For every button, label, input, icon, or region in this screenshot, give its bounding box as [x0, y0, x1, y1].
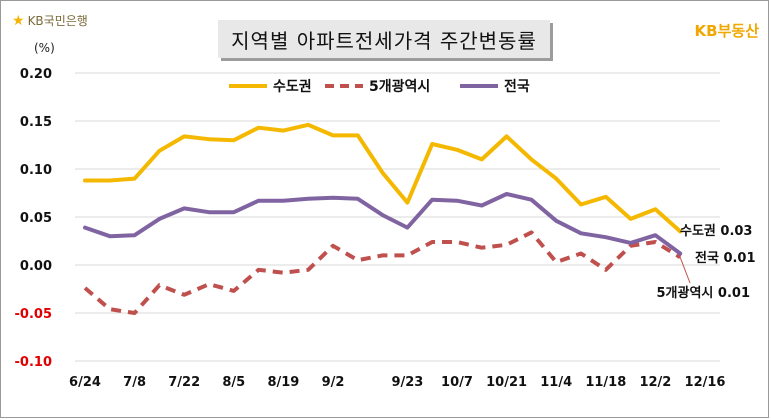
- x-tick-label: 10/7: [441, 375, 473, 390]
- end-label: 수도권 0.03: [680, 224, 752, 239]
- kb-bank-logo: ★ KB국민은행: [12, 12, 88, 29]
- end-label-leader: [679, 257, 691, 284]
- y-tick-label: 0.15: [20, 115, 52, 130]
- y-unit-label: (%): [34, 41, 55, 55]
- series-line-1: [83, 122, 683, 234]
- brand-logo-text: KB부동산: [694, 22, 759, 40]
- y-tick-label: 0.00: [20, 259, 52, 274]
- legend-label: 전국: [504, 78, 530, 95]
- series-line-2: [83, 230, 682, 315]
- x-tick-label: 11/18: [585, 375, 626, 390]
- y-tick-label: 0.05: [20, 211, 52, 226]
- end-label: 전국 0.01: [695, 250, 756, 266]
- x-tick-label: 8/5: [222, 375, 245, 390]
- chart-title: 지역별 아파트전세가격 주간변동률: [218, 20, 550, 58]
- kb-realestate-logo: KB부동산: [695, 20, 759, 41]
- series-lines: [83, 122, 683, 315]
- x-tick-label: 10/21: [486, 375, 527, 390]
- x-tick-label: 9/23: [391, 375, 423, 390]
- x-tick-label: 11/4: [540, 375, 572, 390]
- x-tick-label: 6/24: [69, 375, 101, 390]
- series-line-3: [83, 192, 683, 256]
- y-tick-label: -0.10: [15, 355, 52, 370]
- y-axis: 0.20 0.15 0.10 0.05 0.00 -0.05 -0.10: [15, 67, 52, 370]
- x-tick-label: 12/16: [685, 375, 726, 390]
- legend-label: 수도권: [273, 79, 312, 95]
- end-labels: 수도권 0.03 전국 0.01 5개광역시 0.01: [657, 224, 756, 301]
- x-tick-label: 12/2: [639, 375, 671, 390]
- bank-logo-text: KB국민은행: [27, 14, 88, 28]
- x-tick-label: 9/2: [322, 375, 345, 390]
- legend-label: 5개광역시: [369, 78, 430, 95]
- y-tick-label: 0.10: [20, 163, 52, 178]
- x-tick-label: 8/19: [267, 375, 299, 390]
- x-tick-label: 7/8: [123, 375, 146, 390]
- end-label: 5개광역시 0.01: [657, 285, 751, 301]
- chart-title-text: 지역별 아파트전세가격 주간변동률: [231, 28, 537, 53]
- y-tick-label: -0.05: [15, 307, 52, 322]
- y-tick-label: 0.20: [20, 67, 52, 82]
- x-tick-label: 7/22: [168, 375, 200, 390]
- legend: 수도권 5개광역시 전국: [229, 78, 530, 95]
- x-axis: 6/24 7/8 7/22 8/5 8/19 9/2 9/23 10/7 10/21 11/4 11…: [69, 375, 725, 390]
- gridlines: [75, 72, 720, 362]
- star-icon: ★: [12, 12, 25, 29]
